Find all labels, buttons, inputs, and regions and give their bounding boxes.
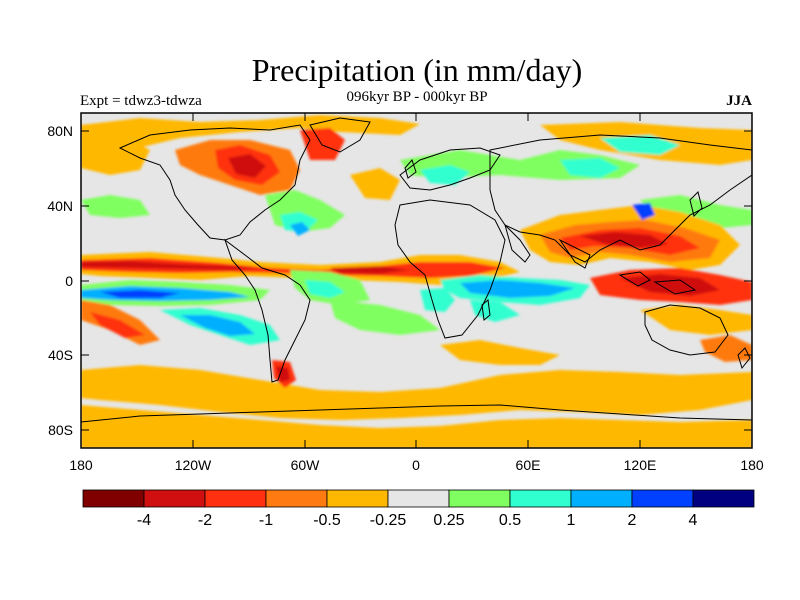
precipitation-field [81,115,752,448]
map-title: Precipitation (in mm/day) [251,52,583,88]
colorbar-swatch [82,489,145,508]
colorbar-swatch [692,489,755,508]
lon-label: 0 [412,457,420,473]
colorbar-label: -1 [259,512,273,529]
latitude-axis [81,130,752,431]
colorbar-swatch [265,489,328,508]
lat-label: 0 [65,273,73,289]
period-label: 096kyr BP - 000kyr BP [346,89,488,105]
colorbar-label: 1 [567,512,576,529]
lat-label: 80S [48,422,73,438]
lon-label: 120W [175,457,212,473]
colorbar-label: 0.25 [433,512,464,529]
lon-label: 60E [516,457,541,473]
colorbar-swatch [631,489,694,508]
colorbar-swatch [570,489,633,508]
colorbar-label: 0.5 [499,512,521,529]
colorbar-swatch [509,489,572,508]
colorbar-labels: -4 -2 -1 -0.5 -0.25 0.25 0.5 1 2 4 [137,512,698,529]
lat-label: 80N [47,123,73,139]
colorbar-label: -2 [198,512,212,529]
colorbar-swatch [143,489,206,508]
lon-label: 180 [740,457,764,473]
longitude-axis [80,113,753,448]
lat-label: 40S [48,347,73,363]
lat-label: 40N [47,198,73,214]
colorbar [82,489,755,508]
colorbar-label: 2 [628,512,637,529]
lon-label: 120E [624,457,657,473]
colorbar-label: -4 [137,512,151,529]
coastlines [81,117,752,423]
colorbar-swatch [387,489,450,508]
colorbar-label: -0.25 [370,512,407,529]
colorbar-swatch [326,489,389,508]
colorbar-label: -0.5 [313,512,341,529]
season-label: JJA [726,93,752,109]
colorbar-swatch [448,489,511,508]
experiment-label: Expt = tdwz3-tdwza [80,93,202,109]
lon-label: 60W [291,457,321,473]
colorbar-label: 4 [689,512,698,529]
lon-label: 180 [69,457,93,473]
colorbar-swatch [204,489,267,508]
